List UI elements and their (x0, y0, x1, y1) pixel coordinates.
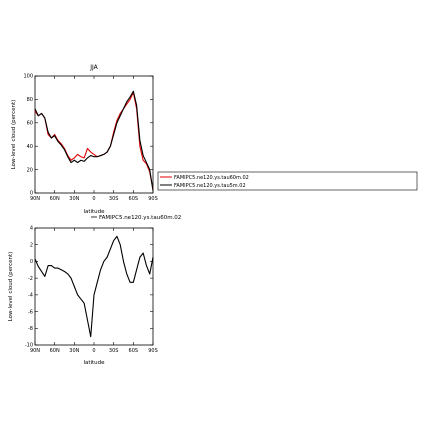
top-x-tick-label: 60N (50, 196, 60, 202)
top-legend-label-1: FAMIPC5.ne120.ys.tau60m.02 (174, 175, 249, 181)
top-y-axis-label: Low-level cloud (percent) (11, 100, 17, 170)
top-y-tick-label: 20 (27, 167, 33, 173)
top-series-lines (34, 90, 154, 191)
bottom-x-tick-label: 90N (30, 348, 40, 354)
bottom-y-tick-label: -6 (28, 309, 33, 315)
top-legend: FAMIPC5.ne120.ys.tau60m.02 FAMIPC5.ne120… (157, 171, 418, 191)
bottom-y-tick-label: -8 (28, 326, 33, 332)
top-y-tick-labels: 0 20 40 60 80 100 (23, 74, 33, 197)
top-legend-label-2: FAMIPC5.ne120.ys.tau5m.02 (174, 183, 246, 189)
bottom-series-lines (34, 235, 154, 338)
top-x-tick-label: 60S (129, 196, 139, 202)
top-panel: JJA 0 20 40 60 80 100 90N 60N 30N 0 30S 60S 90S lat… (11, 64, 418, 215)
bottom-x-tick-label: 60S (129, 348, 139, 354)
bottom-plot-frame (34, 227, 154, 346)
top-y-tick-label: 40 (27, 144, 33, 150)
top-x-tick-label: 30N (69, 196, 79, 202)
top-x-tick-label: 90N (30, 196, 40, 202)
top-y-tick-label: 0 (30, 191, 33, 197)
bottom-series-line-1 (34, 235, 154, 338)
bottom-x-tick-label: 30N (69, 348, 79, 354)
bottom-y-tick-label: -4 (28, 293, 33, 299)
top-x-axis-label: latitude (83, 209, 105, 215)
bottom-y-tick-label: -2 (28, 276, 33, 282)
top-x-tick-label: 30S (109, 196, 119, 202)
bottom-x-tick-label: 60N (50, 348, 60, 354)
bottom-y-tick-label: 4 (30, 226, 33, 232)
bottom-tick-marks (34, 227, 154, 346)
top-plot-frame (34, 75, 154, 194)
bottom-x-tick-label: 90S (148, 348, 158, 354)
bottom-x-tick-label: 30S (109, 348, 119, 354)
top-x-tick-labels: 90N 60N 30N 0 30S 60S 90S (30, 196, 158, 202)
bottom-y-axis-label: Low-level cloud (percent) (8, 252, 14, 322)
bottom-y-tick-labels: -10 -8 -6 -4 -2 0 2 4 (25, 226, 33, 349)
bottom-x-tick-label: 0 (92, 348, 95, 354)
top-series-line-2 (34, 90, 154, 191)
bottom-x-axis-label: latitude (83, 360, 105, 366)
bottom-y-tick-label: 0 (30, 259, 33, 265)
top-x-tick-label: 0 (92, 196, 95, 202)
top-y-tick-label: 60 (27, 121, 33, 127)
top-legend-box (157, 171, 418, 191)
top-series-line-1 (34, 91, 154, 190)
top-x-tick-label: 90S (148, 196, 158, 202)
top-y-tick-label: 80 (27, 97, 33, 103)
bottom-legend: FAMIPC5.ne120.ys.tau60m.02 (91, 215, 181, 221)
bottom-legend-label-1: FAMIPC5.ne120.ys.tau60m.02 (99, 215, 181, 221)
top-chart-title: JJA (89, 64, 98, 71)
bottom-y-tick-label: -10 (25, 343, 33, 349)
top-y-tick-label: 100 (23, 74, 33, 80)
bottom-panel: FAMIPC5.ne120.ys.tau60m.02 -10 -8 -6 -4 -2 0 2… (8, 215, 181, 366)
top-tick-marks (34, 75, 154, 194)
bottom-y-tick-label: 2 (30, 242, 33, 248)
bottom-x-tick-labels: 90N 60N 30N 0 30S 60S 90S (30, 348, 158, 354)
